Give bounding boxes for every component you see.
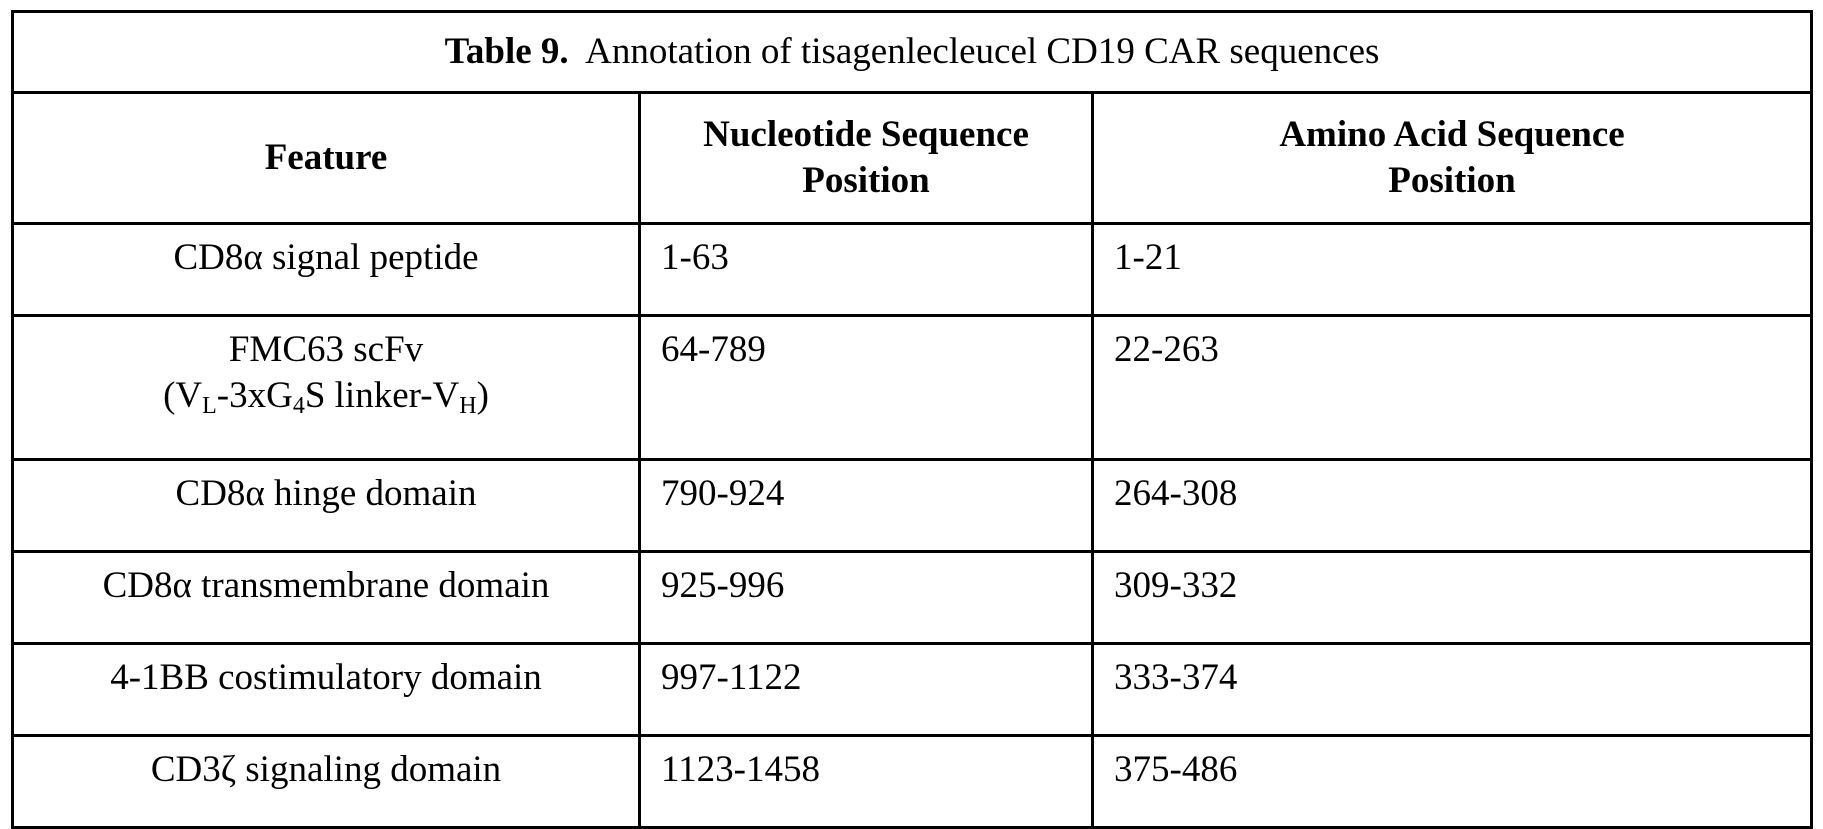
feature-cell: CD3ζ signaling domain bbox=[13, 736, 640, 828]
feature-cell: CD8α transmembrane domain bbox=[13, 552, 640, 644]
table-row: CD3ζ signaling domain 1123-1458 375-486 bbox=[13, 736, 1812, 828]
table-row: 4-1BB costimulatory domain 997-1122 333-… bbox=[13, 644, 1812, 736]
table-row: CD8α hinge domain 790-924 264-308 bbox=[13, 460, 1812, 552]
table-title: Table 9. Annotation of tisagenlecleucel … bbox=[13, 12, 1812, 93]
nucleotide-cell: 790-924 bbox=[640, 460, 1093, 552]
nucleotide-cell: 1123-1458 bbox=[640, 736, 1093, 828]
header-row: Feature Nucleotide Sequence Position Ami… bbox=[13, 93, 1812, 224]
feature-cell: CD8α signal peptide bbox=[13, 224, 640, 316]
feature-cell: 4-1BB costimulatory domain bbox=[13, 644, 640, 736]
amino-acid-cell: 264-308 bbox=[1093, 460, 1812, 552]
table-caption: Annotation of tisagenlecleucel CD19 CAR … bbox=[585, 31, 1379, 72]
nucleotide-cell: 925-996 bbox=[640, 552, 1093, 644]
feature-subtitle: (VL-3xG4S linker-VH) bbox=[14, 373, 638, 419]
feature-cell: FMC63 scFv (VL-3xG4S linker-VH) bbox=[13, 316, 640, 460]
amino-acid-cell: 1-21 bbox=[1093, 224, 1812, 316]
header-amino-acid: Amino Acid Sequence Position bbox=[1093, 93, 1812, 224]
amino-acid-cell: 22-263 bbox=[1093, 316, 1812, 460]
annotation-table: Table 9. Annotation of tisagenlecleucel … bbox=[11, 10, 1813, 829]
nucleotide-cell: 997-1122 bbox=[640, 644, 1093, 736]
amino-acid-cell: 333-374 bbox=[1093, 644, 1812, 736]
table-number: Table 9. bbox=[445, 31, 569, 72]
amino-acid-cell: 375-486 bbox=[1093, 736, 1812, 828]
table-title-row: Table 9. Annotation of tisagenlecleucel … bbox=[13, 12, 1812, 93]
header-nucleotide: Nucleotide Sequence Position bbox=[640, 93, 1093, 224]
table-row: CD8α signal peptide 1-63 1-21 bbox=[13, 224, 1812, 316]
table-row: FMC63 scFv (VL-3xG4S linker-VH) 64-789 2… bbox=[13, 316, 1812, 460]
amino-acid-cell: 309-332 bbox=[1093, 552, 1812, 644]
header-feature: Feature bbox=[13, 93, 640, 224]
nucleotide-cell: 64-789 bbox=[640, 316, 1093, 460]
feature-cell: CD8α hinge domain bbox=[13, 460, 640, 552]
table-row: CD8α transmembrane domain 925-996 309-33… bbox=[13, 552, 1812, 644]
nucleotide-cell: 1-63 bbox=[640, 224, 1093, 316]
